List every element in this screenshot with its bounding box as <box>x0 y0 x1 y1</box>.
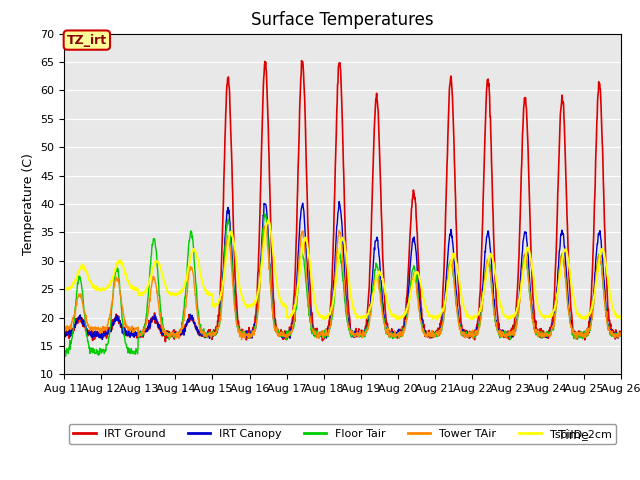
IRT Canopy <box>184 317 192 323</box>
TsoilD_2cm <box>264 217 272 223</box>
Floor Tair <box>61 353 69 359</box>
IRT Canopy <box>171 333 179 338</box>
TsoilD_2cm <box>246 304 254 310</box>
TsoilD_2cm <box>502 314 510 320</box>
Text: TZ_irt: TZ_irt <box>67 34 107 47</box>
Floor Tair <box>171 333 179 338</box>
Tower TAir <box>170 332 178 338</box>
TsoilD_2cm <box>552 303 559 309</box>
TsoilD_2cm <box>429 314 437 320</box>
IRT Ground <box>60 331 68 336</box>
Title: Surface Temperatures: Surface Temperatures <box>251 11 434 29</box>
TsoilD_2cm <box>60 286 68 292</box>
IRT Canopy <box>60 331 68 336</box>
Floor Tair <box>184 249 192 254</box>
Line: IRT Canopy: IRT Canopy <box>64 202 621 339</box>
IRT Canopy <box>246 333 254 339</box>
Floor Tair <box>60 352 68 358</box>
Tower TAir <box>260 223 268 229</box>
IRT Canopy <box>335 199 343 204</box>
IRT Ground <box>502 332 510 337</box>
Tower TAir <box>429 330 437 336</box>
Tower TAir <box>552 312 559 317</box>
IRT Canopy <box>552 306 559 312</box>
IRT Ground <box>552 265 559 271</box>
TsoilD_2cm <box>184 267 191 273</box>
TsoilD_2cm <box>617 316 625 322</box>
Floor Tair <box>617 332 625 338</box>
Tower TAir <box>246 334 254 340</box>
IRT Ground <box>246 335 254 341</box>
IRT Canopy <box>617 332 625 338</box>
TsoilD_2cm <box>320 317 328 323</box>
Y-axis label: Temperature (C): Temperature (C) <box>22 153 35 255</box>
Tower TAir <box>60 326 68 332</box>
Legend: IRT Ground, IRT Canopy, Floor Tair, Tower TAir, TsoilD_2cm: IRT Ground, IRT Canopy, Floor Tair, Towe… <box>69 424 616 444</box>
Line: Tower TAir: Tower TAir <box>64 226 621 339</box>
Tower TAir <box>238 336 246 342</box>
IRT Canopy <box>99 336 106 342</box>
Line: TsoilD_2cm: TsoilD_2cm <box>64 220 621 320</box>
IRT Ground <box>171 332 179 338</box>
IRT Ground <box>161 339 169 345</box>
Text: Time: Time <box>558 429 589 442</box>
Line: Floor Tair: Floor Tair <box>64 214 621 356</box>
Floor Tair <box>429 333 437 338</box>
IRT Ground <box>429 329 437 335</box>
Floor Tair <box>502 330 510 336</box>
Tower TAir <box>617 330 625 336</box>
Tower TAir <box>184 279 191 285</box>
IRT Canopy <box>502 330 510 336</box>
IRT Ground <box>617 330 625 336</box>
IRT Ground <box>298 58 305 63</box>
IRT Ground <box>184 317 192 323</box>
Tower TAir <box>502 333 510 339</box>
TsoilD_2cm <box>170 292 178 298</box>
Floor Tair <box>552 311 559 316</box>
Floor Tair <box>246 335 254 340</box>
IRT Canopy <box>429 334 437 340</box>
Floor Tair <box>260 211 268 216</box>
Line: IRT Ground: IRT Ground <box>64 60 621 342</box>
